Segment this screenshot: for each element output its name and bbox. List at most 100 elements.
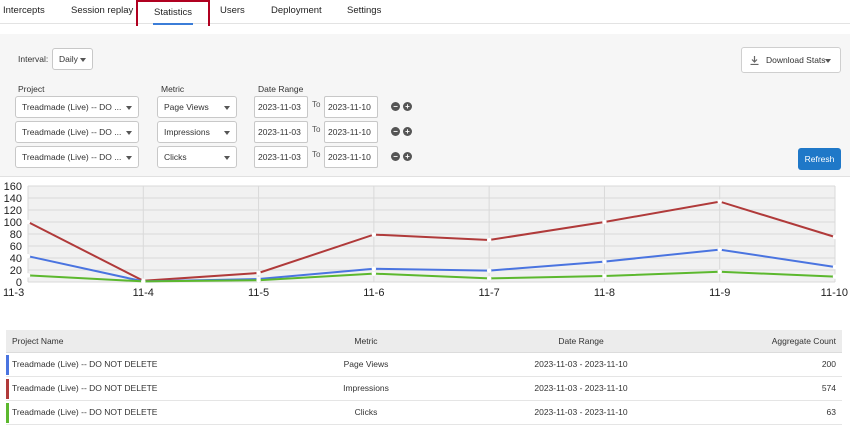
y-tick-label: 20 [10, 265, 22, 277]
download-icon [750, 56, 759, 65]
download-stats-button[interactable]: Download Stats [741, 47, 841, 73]
metric-column-header: Metric [161, 84, 185, 94]
row-count: 63 [826, 407, 836, 417]
project-column-header: Project [18, 84, 45, 94]
interval-select[interactable]: Daily [52, 48, 93, 70]
metric-value: Impressions [164, 127, 210, 137]
end-date-input[interactable]: 2023-11-10 [324, 121, 378, 143]
x-tick-label: 11-6 [363, 287, 384, 299]
tab-users[interactable]: Users [220, 0, 245, 24]
header-metric: Metric [354, 336, 378, 346]
remove-row-icon[interactable]: − [391, 102, 400, 111]
chevron-down-icon [224, 156, 230, 160]
project-value: Treadmade (Live) -- DO ... [22, 127, 122, 137]
data-point [256, 277, 261, 283]
metric-select[interactable]: Impressions [157, 121, 237, 143]
to-label: To [312, 125, 321, 134]
series-line [27, 200, 836, 282]
data-point [717, 199, 722, 204]
row-metric: Clicks [354, 407, 378, 417]
tab-bar: Intercepts Session replay Statistics Use… [0, 0, 850, 26]
row-date-range: 2023-11-03 - 2023-11-10 [534, 359, 628, 369]
table-row: Treadmade (Live) -- DO NOT DELETE Page V… [6, 353, 842, 377]
table-row: Treadmade (Live) -- DO NOT DELETE Impres… [6, 377, 842, 401]
project-select[interactable]: Treadmade (Live) -- DO ... [15, 96, 139, 118]
y-tick-label: 40 [10, 253, 22, 265]
data-point [602, 273, 607, 279]
tab-intercepts[interactable]: Intercepts [3, 0, 45, 24]
date-range-column-header: Date Range [258, 84, 304, 94]
tab-label: Deployment [271, 5, 322, 16]
start-date-input[interactable]: 2023-11-03 [254, 96, 308, 118]
stats-table: Project Name Metric Date Range Aggregate… [6, 330, 842, 425]
start-date-input[interactable]: 2023-11-03 [254, 146, 308, 168]
data-point [602, 219, 607, 225]
project-value: Treadmade (Live) -- DO ... [22, 102, 122, 112]
data-point [717, 247, 722, 252]
series-color-stripe [6, 379, 9, 399]
data-point [486, 276, 492, 281]
metric-value: Clicks [164, 152, 187, 162]
y-tick-label: 160 [4, 181, 22, 193]
start-date-input[interactable]: 2023-11-03 [254, 121, 308, 143]
y-tick-label: 60 [10, 241, 22, 253]
data-point [486, 237, 492, 243]
series-line [27, 270, 836, 283]
remove-row-icon[interactable]: − [391, 152, 400, 161]
x-tick-label: 11-5 [248, 287, 269, 299]
tab-deployment[interactable]: Deployment [271, 0, 322, 24]
end-date-input[interactable]: 2023-11-10 [324, 96, 378, 118]
add-row-icon[interactable]: + [403, 127, 412, 136]
x-tick-label: 11-4 [133, 287, 154, 299]
chevron-down-icon [224, 106, 230, 110]
chevron-down-icon [126, 131, 132, 135]
metric-select[interactable]: Page Views [157, 96, 237, 118]
table-header: Project Name Metric Date Range Aggregate… [6, 330, 842, 353]
x-tick-label: 11-10 [821, 287, 848, 299]
data-point [141, 279, 146, 284]
chevron-down-icon [80, 58, 86, 62]
tab-statistics[interactable]: Statistics [136, 0, 210, 26]
chevron-down-icon [126, 156, 132, 160]
tab-label: Statistics [152, 3, 193, 25]
refresh-button[interactable]: Refresh [798, 148, 841, 170]
row-date-range: 2023-11-03 - 2023-11-10 [534, 407, 628, 417]
x-tick-label: 11-8 [594, 287, 615, 299]
to-label: To [312, 100, 321, 109]
to-label: To [312, 150, 321, 159]
end-date-input[interactable]: 2023-11-10 [324, 146, 378, 168]
tab-label: Intercepts [3, 5, 45, 16]
x-tick-label: 11-9 [709, 287, 730, 299]
filter-panel: Interval: Daily Download Stats Project M… [0, 34, 850, 177]
project-value: Treadmade (Live) -- DO ... [22, 152, 122, 162]
tab-settings[interactable]: Settings [347, 0, 381, 24]
add-row-icon[interactable]: + [403, 152, 412, 161]
add-row-icon[interactable]: + [403, 102, 412, 111]
download-stats-label: Download Stats [766, 55, 826, 65]
row-project: Treadmade (Live) -- DO NOT DELETE [12, 359, 158, 369]
row-metric: Impressions [343, 383, 389, 393]
data-point [602, 259, 607, 264]
table-row: Treadmade (Live) -- DO NOT DELETE Clicks… [6, 401, 842, 425]
series-color-stripe [6, 355, 9, 375]
data-point [25, 253, 31, 259]
project-select[interactable]: Treadmade (Live) -- DO ... [15, 121, 139, 143]
data-point [371, 266, 377, 272]
row-project: Treadmade (Live) -- DO NOT DELETE [12, 407, 158, 417]
data-point [25, 219, 31, 225]
header-date-range: Date Range [558, 336, 604, 346]
x-tick-label: 11-7 [479, 287, 500, 299]
project-select[interactable]: Treadmade (Live) -- DO ... [15, 146, 139, 168]
chevron-down-icon [224, 131, 230, 135]
header-project-name: Project Name [12, 336, 64, 346]
data-point [832, 274, 838, 279]
data-point [486, 268, 492, 273]
y-tick-label: 140 [4, 193, 22, 205]
remove-row-icon[interactable]: − [391, 127, 400, 136]
interval-value: Daily [59, 54, 78, 64]
data-point [717, 269, 722, 275]
data-point [371, 232, 377, 237]
metric-select[interactable]: Clicks [157, 146, 237, 168]
tab-session-replay[interactable]: Session replay [71, 0, 133, 24]
